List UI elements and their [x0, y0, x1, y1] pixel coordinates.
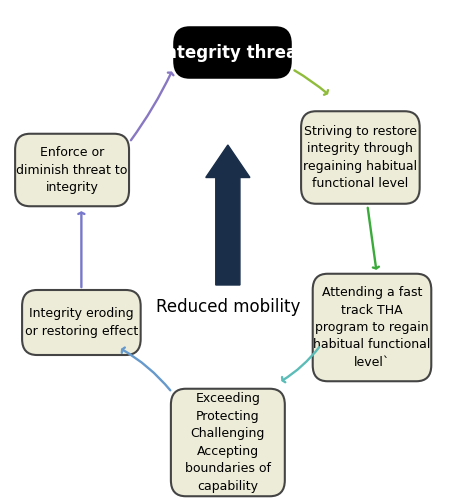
Text: Exceeding
Protecting
Challenging
Accepting
boundaries of
capability: Exceeding Protecting Challenging Accepti… [185, 392, 271, 493]
FancyBboxPatch shape [173, 26, 292, 78]
Text: Attending a fast
track THA
program to regain
habitual functional
level`: Attending a fast track THA program to re… [313, 286, 431, 369]
Text: Integrity threat: Integrity threat [159, 44, 306, 62]
Text: Reduced mobility: Reduced mobility [156, 298, 300, 316]
FancyArrow shape [206, 145, 250, 285]
FancyBboxPatch shape [15, 134, 129, 206]
FancyBboxPatch shape [22, 290, 140, 355]
FancyBboxPatch shape [171, 389, 285, 496]
Text: Enforce or
diminish threat to
integrity: Enforce or diminish threat to integrity [16, 146, 128, 194]
Text: Integrity eroding
or restoring effect: Integrity eroding or restoring effect [25, 307, 138, 338]
Text: Striving to restore
integrity through
regaining habitual
functional level: Striving to restore integrity through re… [303, 124, 418, 190]
FancyBboxPatch shape [301, 111, 419, 204]
FancyBboxPatch shape [313, 274, 432, 381]
